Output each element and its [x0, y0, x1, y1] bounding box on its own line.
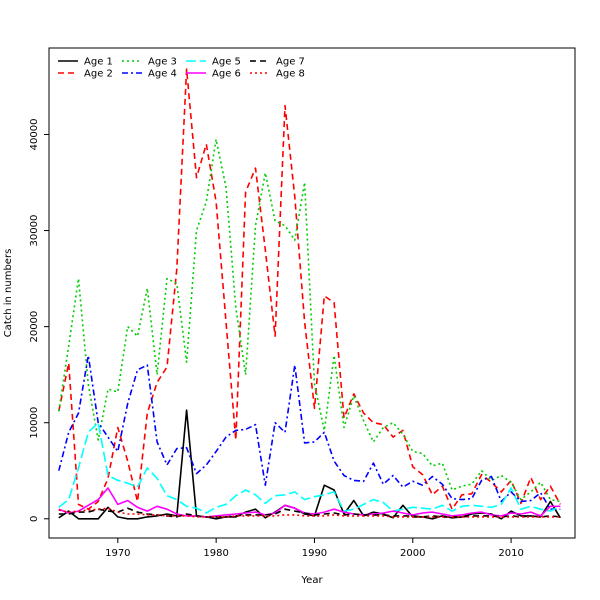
y-axis: 0 10000 20000 30000 40000 [29, 119, 49, 522]
x-tick-label: 1980 [203, 548, 228, 559]
y-tick-label: 0 [29, 516, 40, 522]
x-tick-label: 2010 [498, 548, 523, 559]
legend-label: Age 7 [276, 57, 305, 68]
series-layer [58, 68, 562, 520]
series-line-age-1 [58, 409, 561, 520]
legend-label: Age 2 [84, 69, 113, 80]
series-line-age-4 [58, 354, 561, 511]
x-axis: 1970 1980 1990 2000 2010 [105, 538, 524, 559]
x-tick-label: 1970 [105, 548, 130, 559]
x-tick-label: 2000 [400, 548, 425, 559]
legend-label: Age 1 [84, 57, 113, 68]
series-line-age-2 [58, 68, 562, 511]
legend-label: Age 8 [276, 69, 305, 80]
plot-frame [48, 47, 576, 539]
y-axis-title: Catch in numbers [3, 249, 14, 338]
y-tick-label: 30000 [29, 215, 40, 247]
series-line-age-7 [58, 507, 561, 518]
legend-label: Age 4 [148, 69, 177, 80]
y-tick-label: 10000 [29, 407, 40, 439]
series-line-age-3 [58, 138, 561, 503]
legend-label: Age 3 [148, 57, 177, 68]
legend-label: Age 5 [212, 57, 241, 68]
y-tick-label: 20000 [29, 311, 40, 343]
y-tick-label: 40000 [29, 119, 40, 151]
legend-label: Age 6 [212, 69, 241, 80]
series-line-age-5 [58, 421, 561, 514]
x-axis-title: Year [300, 575, 323, 586]
x-tick-label: 1990 [302, 548, 327, 559]
